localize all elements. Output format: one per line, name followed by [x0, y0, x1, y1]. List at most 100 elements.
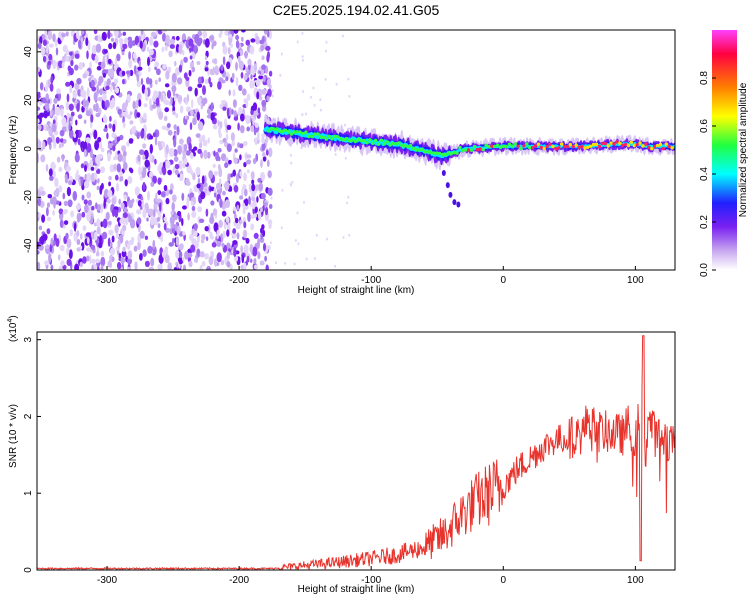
spectrogram-peak-cell	[519, 146, 523, 151]
spectrogram-noise-cell	[91, 86, 97, 92]
spectrogram-noise-cell	[121, 102, 127, 112]
spectrogram-noise-cell	[232, 228, 237, 234]
spectrogram-noise-cell	[211, 242, 217, 248]
spectrogram-noise-cell	[67, 199, 73, 208]
spectrogram-peak-cell	[545, 144, 549, 149]
spectrogram-noise-cell	[166, 89, 172, 99]
spectrogram-noise-cell	[135, 99, 139, 109]
spectrogram-noise-cell	[103, 116, 108, 124]
spectrogram-noise-cell	[92, 153, 96, 164]
spectrogram-noise-cell	[43, 110, 48, 119]
spectrogram-noise-cell	[334, 264, 336, 268]
spectrogram-noise-cell	[201, 98, 206, 107]
spectrogram-noise-cell	[245, 39, 251, 46]
spectrogram-noise-cell	[241, 187, 244, 198]
spectrogram-noise-cell	[325, 237, 328, 241]
spectrogram-peak-cell	[307, 134, 311, 139]
spectrogram-noise-cell	[192, 117, 197, 126]
spectrogram-noise-cell	[82, 73, 88, 79]
spectrogram-noise-cell	[122, 79, 125, 85]
spectrogram-noise-cell	[179, 243, 184, 251]
spectrogram-noise-cell	[94, 258, 101, 264]
spectrogram-noise-cell	[170, 96, 173, 106]
spectrogram-noise-cell	[240, 72, 244, 79]
spectrogram-peak-cell	[600, 141, 604, 146]
spectrogram-noise-cell	[142, 167, 147, 176]
spectrogram-noise-cell	[254, 137, 258, 145]
spectrogram-noise-cell	[89, 255, 92, 265]
x-tick-label: -300	[97, 575, 117, 586]
spectrogram-noise-cell	[128, 51, 132, 60]
spectrogram-noise-cell	[137, 200, 142, 207]
spectrogram-noise-cell	[181, 218, 184, 226]
spectrogram-noise-cell	[39, 112, 45, 118]
spectrogram-noise-cell	[182, 205, 187, 210]
spectrogram-noise-cell	[207, 224, 211, 234]
spectrogram-noise-cell	[108, 181, 111, 187]
spectrogram-noise-cell	[116, 163, 122, 173]
spectrogram-noise-cell	[112, 42, 117, 50]
spectrogram-noise-cell	[168, 147, 175, 157]
spectrogram-noise-cell	[175, 67, 180, 76]
spectrogram-noise-cell	[76, 212, 82, 222]
spectrogram-peak-cell	[449, 152, 453, 156]
spectrogram-noise-cell	[217, 120, 220, 127]
spectrogram-noise-cell	[77, 138, 81, 146]
spectrogram-peak-cell	[528, 146, 532, 150]
spectrogram-noise-cell	[169, 44, 175, 49]
spectrogram-noise-cell	[156, 198, 162, 203]
spectrogram-noise-cell	[152, 239, 156, 250]
snr-panel: -300 -200 -100 0 100 0 1 2 3 Height of straight…	[7, 315, 676, 595]
spectrogram-noise-cell	[185, 181, 191, 186]
spectrogram-noise-cell	[243, 74, 248, 81]
figure-title: C2E5.2025.194.02.41.G05	[273, 2, 440, 18]
spectrogram-noise-cell	[245, 67, 249, 73]
spectrogram-noise-cell	[260, 207, 263, 213]
spectrogram-noise-cell	[87, 199, 92, 207]
spectrogram-noise-cell	[146, 217, 149, 222]
spectrogram-noise-cell	[200, 238, 205, 244]
spectrogram-noise-cell	[233, 157, 238, 164]
spectrogram-noise-cell	[73, 222, 77, 232]
spectrogram-noise-cell	[122, 31, 127, 36]
colorbar-tick-label: 0.0	[699, 263, 710, 277]
spectrogram-peak-cell	[618, 141, 622, 145]
spectrogram-noise-cell	[38, 225, 43, 231]
spectrogram-noise-cell	[142, 181, 146, 191]
spectrogram-noise-cell	[230, 43, 233, 48]
spectrogram-noise-cell	[122, 150, 127, 157]
spectrogram-noise-cell	[68, 180, 73, 186]
spectrogram-noise-cell	[163, 184, 168, 192]
spectrogram-noise-cell	[45, 93, 49, 102]
spectrogram-noise-cell	[165, 160, 171, 169]
spectrogram-noise-cell	[302, 90, 305, 94]
spectrogram-noise-cell	[185, 150, 191, 156]
spectrogram-noise-cell	[213, 258, 218, 267]
spectrogram-noise-cell	[76, 103, 80, 112]
y-tick-label: -40	[23, 238, 34, 253]
spectrogram-peak-cell	[638, 141, 642, 145]
spectrogram-noise-cell	[227, 47, 231, 55]
spectrogram-noise-cell	[224, 199, 231, 208]
spectrogram-noise-cell	[236, 232, 240, 240]
spectrogram-noise-cell	[221, 210, 227, 217]
spectrogram-noise-cell	[84, 148, 87, 158]
spectrogram-noise-cell	[140, 30, 144, 35]
spectrogram-noise-cell	[267, 187, 273, 196]
spectrogram-noise-cell	[290, 161, 293, 165]
spectrogram-noise-cell	[55, 136, 60, 144]
spectrogram-noise-cell	[261, 99, 267, 107]
spectrogram-noise-cell	[192, 172, 196, 181]
spectrogram-noise-cell	[94, 165, 98, 171]
spectrogram-noise-cell	[301, 113, 304, 117]
spectrogram-noise-cell	[249, 80, 253, 89]
spectrogram-noise-cell	[146, 46, 150, 52]
spectrogram-noise-cell	[149, 98, 152, 107]
spectrogram-peak-cell	[452, 151, 456, 155]
spectrogram-noise-cell	[203, 149, 208, 160]
spectrogram-noise-cell	[85, 232, 92, 237]
spectrogram-noise-cell	[281, 188, 284, 192]
spectrogram-noise-cell	[86, 172, 92, 183]
spectrogram-noise-cell	[202, 139, 208, 147]
